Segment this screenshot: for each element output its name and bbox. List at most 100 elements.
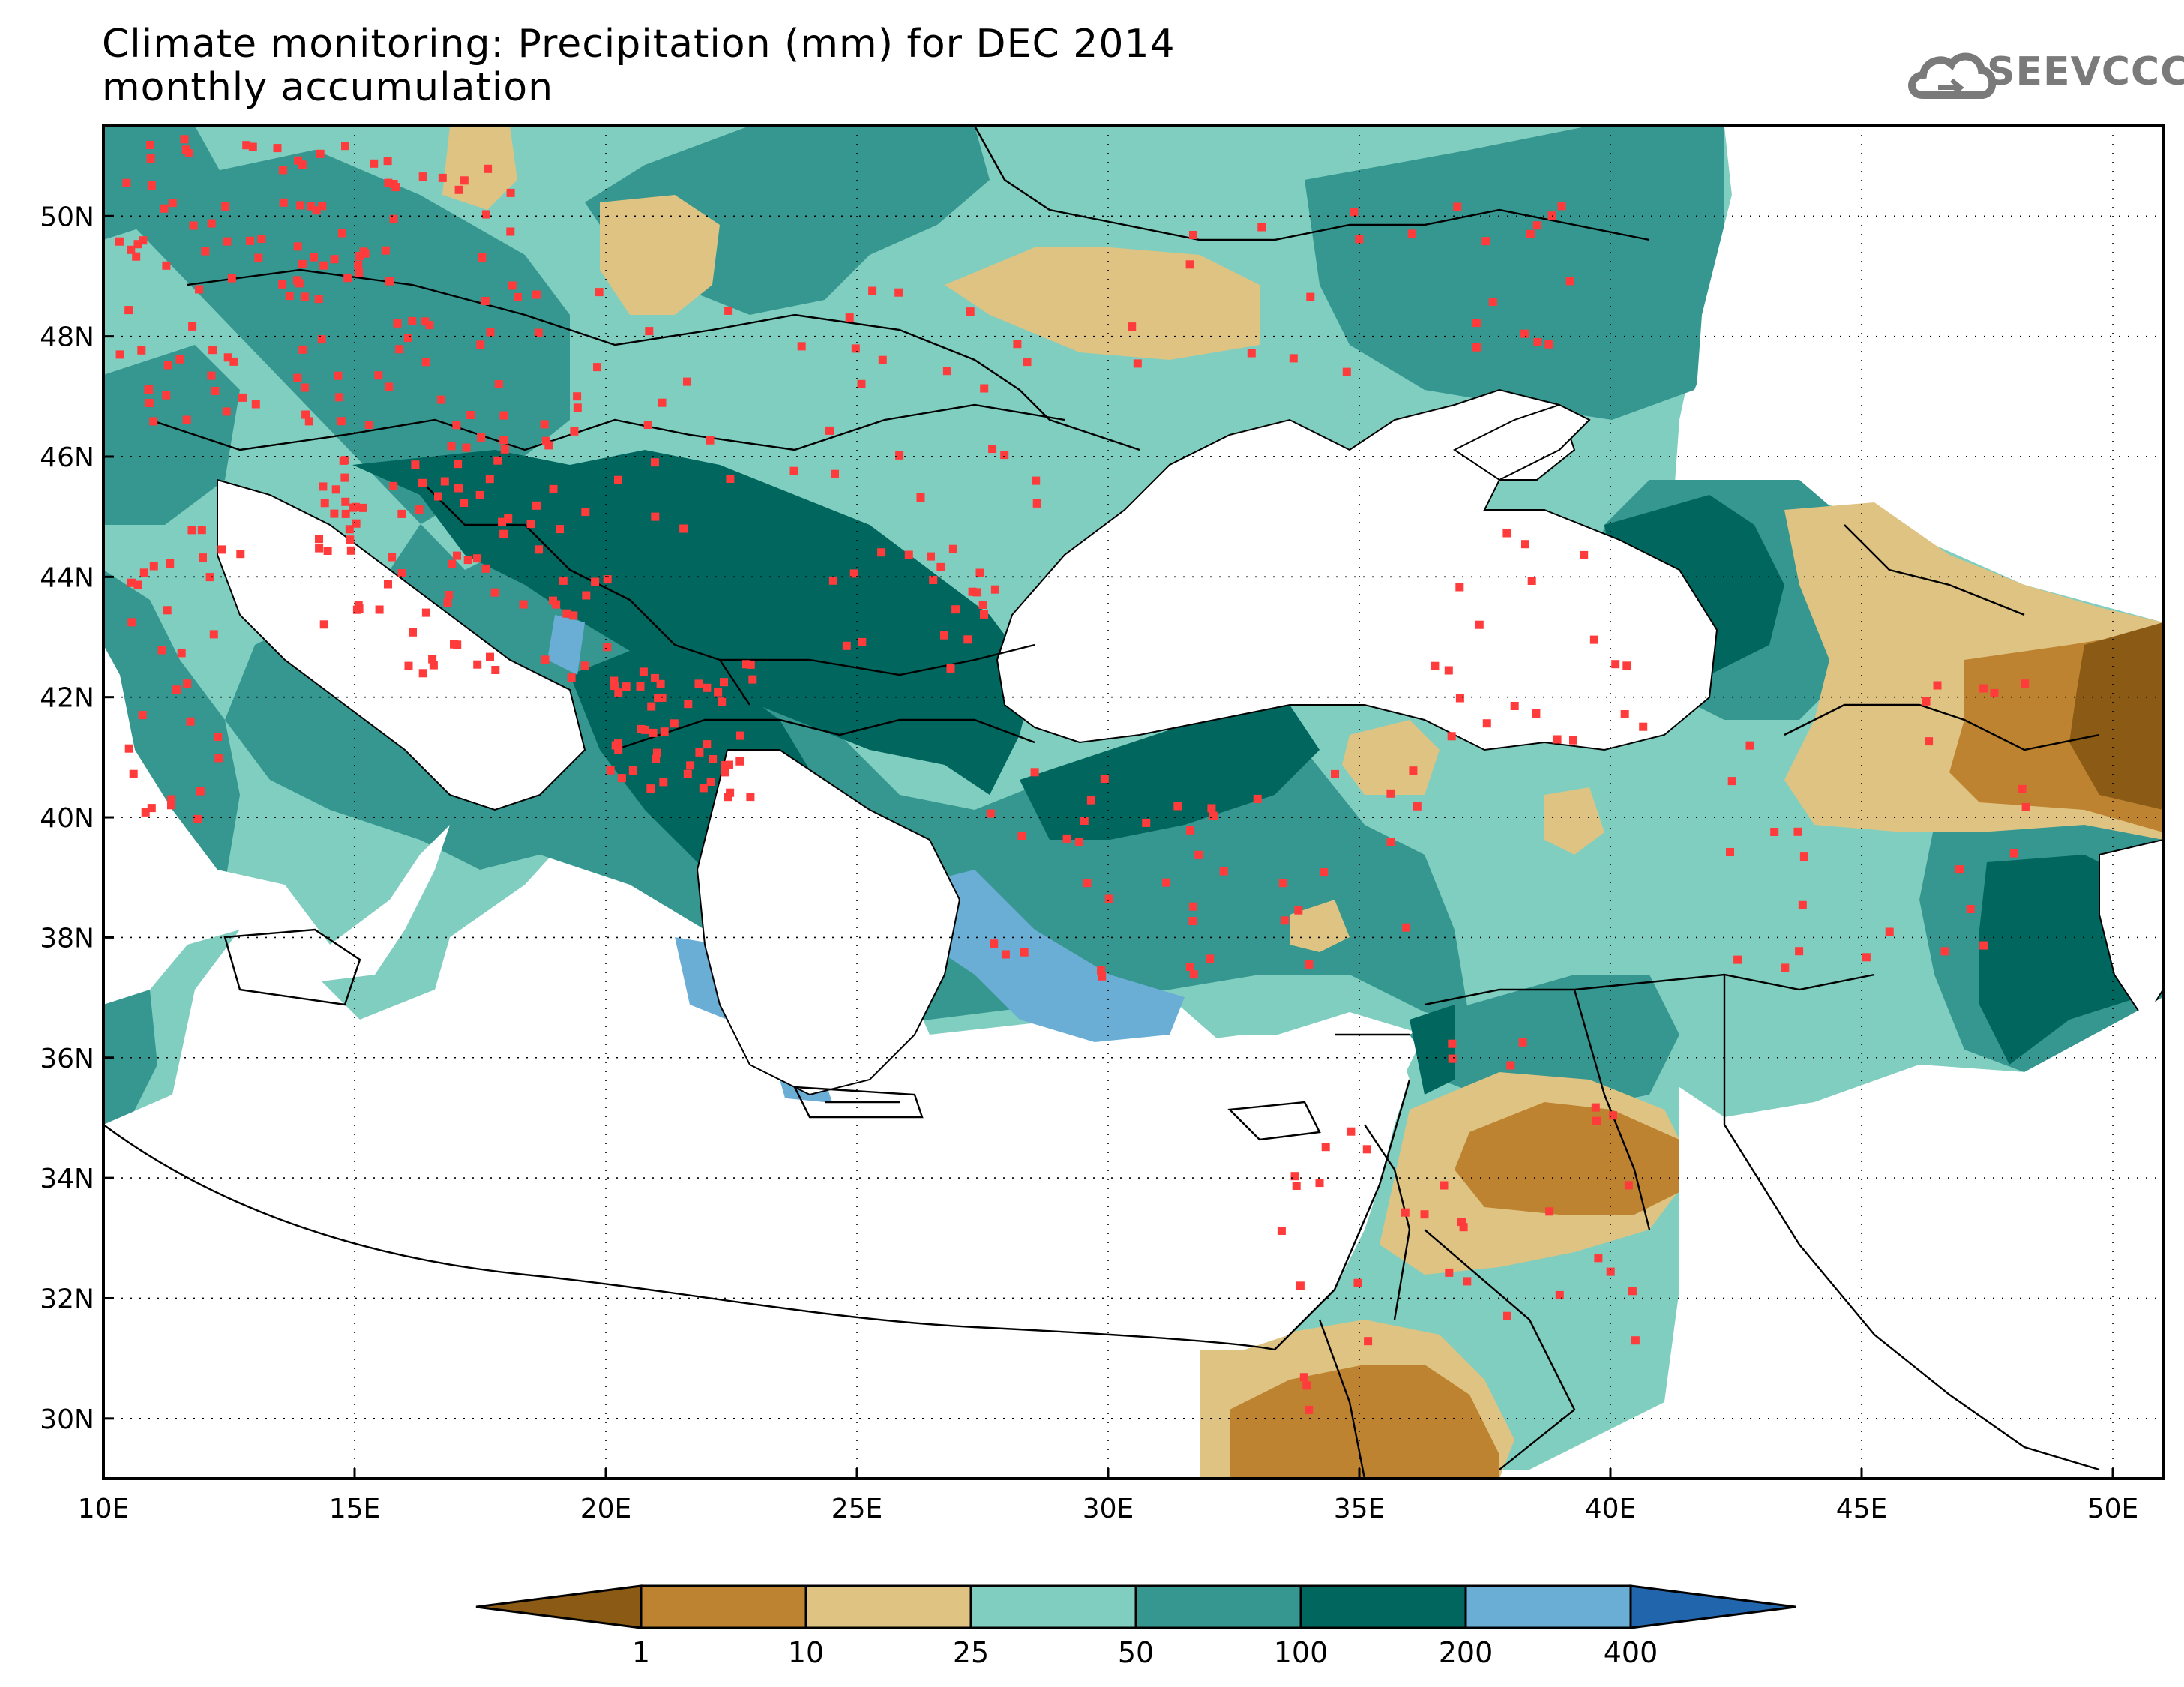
station-marker: [1098, 972, 1107, 981]
station-marker: [718, 697, 727, 706]
station-marker: [559, 576, 568, 585]
station-marker: [1455, 694, 1464, 703]
station-marker: [1526, 229, 1535, 238]
station-marker: [709, 755, 718, 763]
station-marker: [1278, 879, 1287, 888]
colorbar-swatch: [969, 1584, 1137, 1629]
station-marker: [683, 769, 692, 778]
station-marker: [1402, 923, 1411, 932]
station-marker: [1032, 499, 1041, 508]
station-marker: [452, 421, 461, 430]
station-marker: [293, 242, 302, 251]
station-marker: [929, 576, 938, 584]
station-marker: [285, 292, 294, 301]
station-marker: [646, 784, 655, 793]
station-marker: [1521, 540, 1529, 549]
station-marker: [726, 475, 735, 483]
station-marker: [990, 939, 999, 948]
y-tick-label: 42N: [40, 683, 94, 714]
station-marker: [500, 445, 509, 454]
station-marker: [147, 181, 156, 190]
station-marker: [1955, 865, 1964, 874]
colorbar-label: 10: [788, 1636, 824, 1669]
colorbar: 1 10 25 50 100 200 400: [475, 1584, 1796, 1669]
station-marker: [481, 297, 490, 305]
station-marker: [421, 317, 430, 326]
station-marker: [189, 221, 198, 230]
station-marker: [227, 274, 236, 283]
station-marker: [298, 345, 307, 354]
x-tick-label: 30E: [1083, 1494, 1134, 1524]
station-marker: [742, 660, 750, 669]
station-marker: [508, 281, 517, 290]
station-marker: [1799, 852, 1808, 861]
station-marker: [1257, 223, 1266, 232]
station-marker: [703, 740, 712, 749]
station-marker: [726, 788, 735, 797]
station-marker: [1185, 260, 1194, 269]
station-marker: [652, 754, 661, 763]
station-marker: [214, 733, 223, 741]
x-tick-label: 50E: [2087, 1494, 2139, 1524]
station-marker: [534, 328, 543, 337]
station-marker: [703, 683, 712, 692]
station-marker: [186, 717, 195, 726]
station-marker: [167, 801, 175, 810]
station-marker: [375, 605, 384, 614]
station-marker: [384, 178, 393, 187]
station-marker: [851, 344, 860, 353]
station-marker: [127, 618, 136, 627]
station-marker: [359, 247, 368, 256]
station-marker: [1440, 1181, 1449, 1190]
logo-text: SEEVCCC: [1987, 49, 2184, 94]
station-marker: [214, 754, 223, 763]
station-marker: [443, 598, 452, 607]
station-marker: [147, 804, 156, 813]
station-marker: [315, 544, 324, 553]
station-marker: [963, 635, 972, 644]
station-marker: [208, 346, 217, 355]
station-marker: [127, 245, 136, 254]
x-tick-label: 45E: [1836, 1494, 1888, 1524]
station-marker: [473, 660, 482, 669]
x-tick-label: 25E: [831, 1494, 883, 1524]
station-marker: [1862, 953, 1871, 962]
station-marker: [1506, 1061, 1515, 1070]
station-marker: [1448, 1039, 1457, 1048]
station-marker: [670, 719, 679, 728]
station-marker: [1770, 828, 1779, 836]
station-marker: [418, 172, 427, 181]
station-marker: [300, 292, 309, 301]
station-marker: [1280, 916, 1289, 925]
station-marker: [1194, 850, 1203, 859]
station-marker: [490, 588, 499, 597]
station-marker: [1793, 827, 1802, 836]
station-marker: [418, 478, 427, 487]
station-marker: [300, 383, 309, 392]
station-marker: [1925, 737, 1934, 746]
station-marker: [395, 345, 404, 354]
station-marker: [438, 173, 447, 182]
station-marker: [1305, 960, 1314, 969]
station-marker: [735, 757, 744, 766]
station-marker: [1488, 298, 1497, 306]
station-marker: [499, 436, 508, 445]
station-marker: [1253, 794, 1262, 803]
station-marker: [1321, 1143, 1330, 1152]
station-marker: [595, 288, 604, 297]
station-marker: [1342, 367, 1351, 376]
station-marker: [1413, 802, 1422, 811]
station-marker: [1189, 970, 1198, 979]
station-marker: [421, 608, 430, 617]
y-tick-label: 38N: [40, 923, 94, 954]
station-marker: [569, 611, 578, 620]
station-marker: [453, 640, 462, 649]
station-marker: [1933, 681, 1942, 690]
station-marker: [1353, 1278, 1362, 1287]
station-marker: [254, 253, 263, 262]
station-marker: [339, 456, 348, 465]
station-marker: [1350, 208, 1359, 217]
station-marker: [1062, 834, 1071, 843]
station-marker: [454, 185, 463, 194]
station-marker: [582, 591, 591, 600]
